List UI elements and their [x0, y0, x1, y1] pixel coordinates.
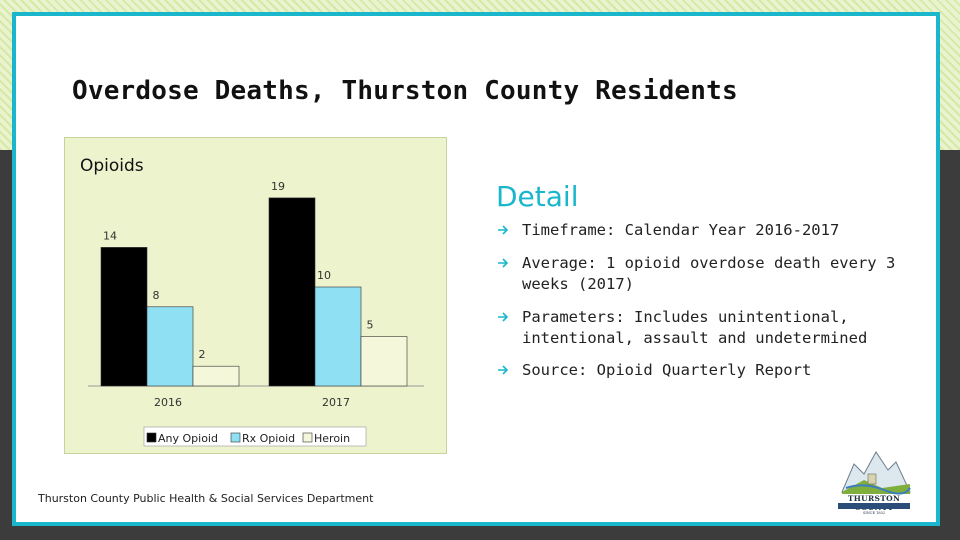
data-label: 19 — [271, 180, 285, 193]
legend-swatch — [230, 432, 241, 443]
bar-heroin-2016 — [192, 365, 240, 387]
arrow-bullet-icon — [498, 225, 509, 235]
detail-bullet-text: Source: Opioid Quarterly Report — [522, 361, 812, 379]
thurston-county-logo — [841, 451, 911, 495]
legend-swatch — [302, 432, 313, 443]
logo-banner — [838, 503, 910, 509]
page-title: Overdose Deaths, Thurston County Residen… — [72, 76, 738, 106]
arrow-bullet-icon — [498, 365, 509, 375]
arrow-bullet-icon — [498, 312, 509, 322]
chart-title: Opioids — [80, 156, 144, 176]
detail-bullet-text: Average: 1 opioid overdose death every 3… — [522, 254, 896, 293]
x-tick-label: 2016 — [154, 396, 182, 409]
legend-label: Any Opioid — [158, 432, 218, 445]
bar-any-opioid-2017 — [268, 197, 316, 387]
bar-rx-opioid-2016 — [146, 306, 194, 387]
detail-heading: Detail — [496, 180, 579, 213]
bar-any-opioid-2016 — [100, 247, 148, 387]
legend-label: Rx Opioid — [242, 432, 295, 445]
bar-heroin-2017 — [360, 336, 408, 387]
x-tick-label: 2017 — [322, 396, 350, 409]
footer-department: Thurston County Public Health & Social S… — [38, 492, 374, 505]
detail-bullet-text: Parameters: Includes unintentional, inte… — [522, 308, 868, 347]
data-label: 8 — [153, 289, 160, 302]
legend-label: Heroin — [314, 432, 350, 445]
legend-swatch — [146, 432, 157, 443]
data-label: 2 — [199, 348, 206, 361]
logo-est-text: SINCE 1852 — [862, 511, 886, 515]
bar-rx-opioid-2017 — [314, 286, 362, 387]
detail-bullet-text: Timeframe: Calendar Year 2016-2017 — [522, 221, 840, 239]
data-label: 5 — [367, 319, 374, 332]
data-label: 14 — [103, 229, 117, 242]
arrow-bullet-icon — [498, 258, 509, 268]
data-label: 10 — [317, 269, 331, 282]
